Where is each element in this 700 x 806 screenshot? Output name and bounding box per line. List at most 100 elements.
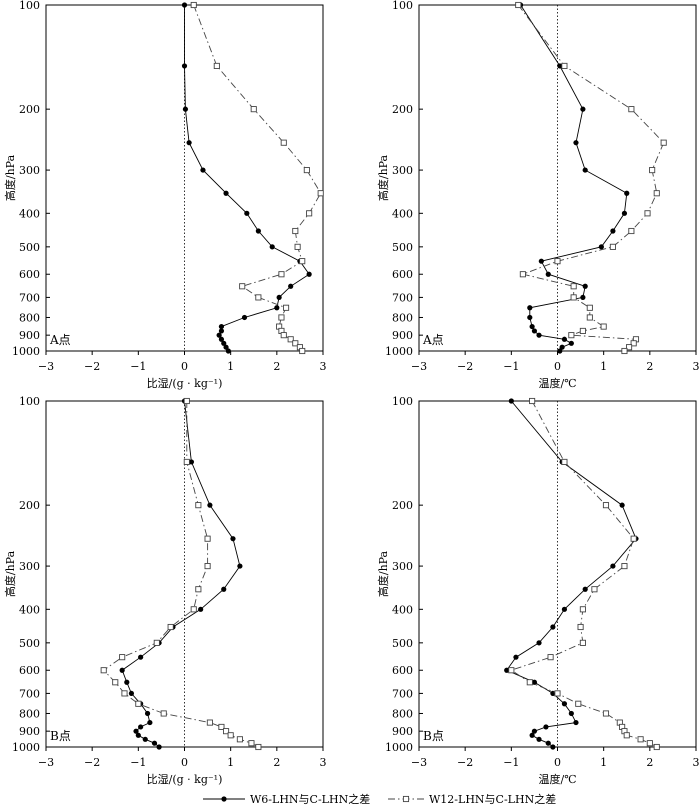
y-tick-label: 700 <box>392 687 413 700</box>
data-point-w6 <box>151 740 158 746</box>
data-point-w6 <box>138 654 144 660</box>
data-point-w6 <box>573 719 579 726</box>
series-line-w12 <box>193 4 322 352</box>
y-tick-label: 600 <box>19 268 40 281</box>
y-tick-label: 800 <box>392 311 413 324</box>
data-point-w12 <box>294 243 301 250</box>
data-point-w6 <box>182 106 189 112</box>
series-line-w12 <box>517 4 665 352</box>
data-point-w12 <box>515 1 522 9</box>
data-point-w6 <box>142 736 148 742</box>
y-tick-label: 600 <box>392 664 413 677</box>
legend-marker-w6 <box>221 796 227 802</box>
data-point-w12 <box>204 563 211 570</box>
data-point-w6 <box>568 710 574 717</box>
y-tick-label: 500 <box>19 637 40 650</box>
x-tick-label: −3 <box>411 756 427 769</box>
data-point-w6 <box>550 624 556 630</box>
x-tick-label: −1 <box>503 360 519 373</box>
x-tick-label: 0 <box>554 756 561 769</box>
x-axis-title: 比湿/(g · kg⁻¹) <box>147 377 223 390</box>
data-point-w12 <box>287 336 294 343</box>
data-point-w6 <box>508 398 514 404</box>
y-tick-label: 100 <box>19 395 40 408</box>
x-tick-label: −1 <box>130 360 146 373</box>
data-point-w12 <box>190 1 197 9</box>
data-point-w12 <box>630 535 637 542</box>
data-point-w6 <box>568 340 574 346</box>
y-tick-label: 600 <box>19 664 40 677</box>
y-tick-label: 300 <box>19 164 40 177</box>
panel-label: B点 <box>50 729 71 743</box>
x-tick-label: 2 <box>646 756 653 769</box>
x-tick-label: −2 <box>457 360 473 373</box>
data-point-w6 <box>255 228 261 234</box>
data-point-w6 <box>221 340 227 346</box>
data-point-w6 <box>621 210 628 216</box>
data-point-w6 <box>138 724 144 730</box>
data-point-w6 <box>128 690 135 697</box>
data-point-w12 <box>628 106 635 113</box>
data-point-w6 <box>216 332 222 338</box>
data-point-w6 <box>244 210 250 216</box>
data-point-w6 <box>527 305 533 311</box>
data-point-w6 <box>610 228 616 234</box>
x-tick-label: 0 <box>181 756 188 769</box>
data-point-w12 <box>153 639 160 646</box>
y-axis-title: 高度/hPa <box>376 154 390 201</box>
data-point-w12 <box>586 304 593 311</box>
y-axis-title: 高度/hPa <box>3 154 17 201</box>
data-point-w6 <box>557 63 563 69</box>
data-point-w6 <box>557 348 563 354</box>
x-tick-label: 0 <box>181 360 188 373</box>
data-point-w12 <box>283 304 290 311</box>
data-point-w6 <box>504 667 510 673</box>
chart-panel-3: −3 −2 −1 0 1 2 3 100 200 300 400 500 600 700 800 900 100… <box>3 395 327 786</box>
legend: W6-LHN与C-LHN之差 W12-LHN与C-LHN之差 <box>203 792 556 806</box>
data-point-w6 <box>276 294 282 301</box>
data-point-w6 <box>200 167 206 173</box>
y-tick-label: 500 <box>392 637 413 650</box>
data-point-w6 <box>624 190 630 196</box>
x-tick-label: −2 <box>84 756 100 769</box>
data-point-w6 <box>536 736 542 742</box>
data-point-w6 <box>306 271 312 277</box>
data-point-w12 <box>577 623 584 631</box>
data-point-w6 <box>561 606 568 612</box>
y-tick-label: 200 <box>19 499 40 512</box>
data-point-w12 <box>100 667 107 674</box>
data-point-w6 <box>218 328 225 334</box>
data-point-w12 <box>646 740 653 747</box>
data-point-w12 <box>660 139 667 146</box>
panel-label: B点 <box>423 729 444 743</box>
data-point-w6 <box>582 167 588 173</box>
y-tick-label: 900 <box>392 725 413 738</box>
y-tick-label: 300 <box>392 560 413 573</box>
data-point-w6 <box>531 328 538 334</box>
y-tick-label: 400 <box>19 207 40 220</box>
data-point-w12 <box>561 458 568 465</box>
data-point-w6 <box>582 283 588 289</box>
data-point-w6 <box>186 140 192 146</box>
data-point-w12 <box>299 258 306 265</box>
y-tick-label: 400 <box>392 603 413 616</box>
data-point-w6 <box>536 640 542 646</box>
data-point-w12 <box>621 563 628 570</box>
chart-panel-2: −3 −2 −1 0 1 2 3 100 200 300 400 500 600 700 800 900 100… <box>376 0 700 390</box>
data-point-w6 <box>241 314 248 321</box>
data-point-w12 <box>644 210 651 217</box>
data-point-w6 <box>223 190 229 196</box>
y-tick-label: 500 <box>19 241 40 254</box>
data-point-w12 <box>160 710 167 717</box>
data-point-w6 <box>543 724 549 730</box>
y-tick-label: 700 <box>19 687 40 700</box>
data-point-w12 <box>637 736 644 743</box>
data-point-w12 <box>630 340 637 347</box>
x-tick-label: 3 <box>693 360 700 373</box>
data-point-w6 <box>561 701 568 707</box>
y-tick-label: 200 <box>392 499 413 512</box>
data-point-w6 <box>144 710 151 717</box>
y-tick-label: 800 <box>19 311 40 324</box>
data-point-w6 <box>223 344 229 350</box>
chart-panel-1: −3 −2 −1 0 1 2 3 100 200 300 400 500 600 700 800 900 100… <box>3 0 327 390</box>
